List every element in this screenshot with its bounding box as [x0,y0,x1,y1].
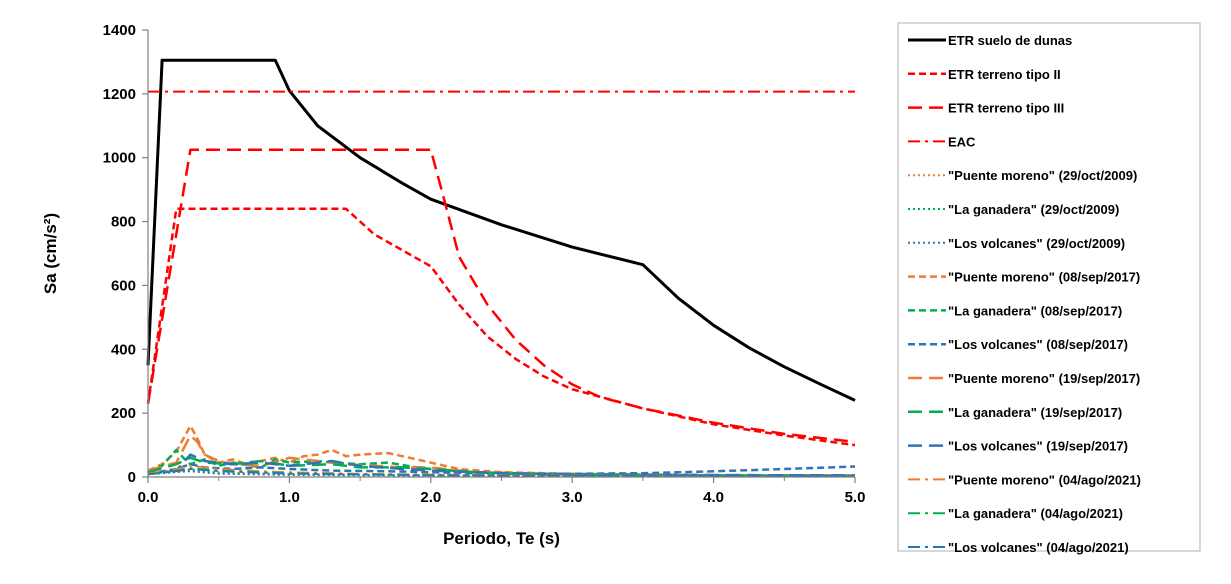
legend-label-eac: EAC [948,134,976,149]
legend-label-los-volcanes-08-sep-2017: "Los volcanes" (08/sep/2017) [948,337,1128,352]
y-tick-label: 0 [128,469,136,486]
legend-label-la-ganadera-19-sep-2017: "La ganadera" (19/sep/2017) [948,405,1122,420]
y-tick-label: 1400 [103,22,136,39]
x-tick-label: 1.0 [279,489,300,506]
y-axis: 0 200 400 600 800 1000 1200 1400 [103,22,149,486]
x-axis: 0.0 1.0 2.0 3.0 4.0 5.0 [138,476,866,506]
y-tick-label: 800 [111,214,136,231]
y-axis-title: Sa (cm/s²) [41,213,60,294]
legend-label-etr-terreno-tipo-iii: ETR terreno tipo III [948,101,1064,116]
y-tick-label: 200 [111,405,136,422]
legend-label-los-volcanes-29-oct-2009: "Los volcanes" (29/oct/2009) [948,236,1125,251]
x-tick-label: 0.0 [138,489,159,506]
series-line-puente-moreno-19-sep-2017 [147,434,856,477]
legend-label-la-ganadera-04-ago-2021: "La ganadera" (04/ago/2021) [948,506,1123,521]
legend-label-los-volcanes-19-sep-2017: "Los volcanes" (19/sep/2017) [948,439,1128,454]
series-line-los-volcanes-04-ago-2021 [147,468,856,477]
legend-label-puente-moreno-08-sep-2017: "Puente moreno" (08/sep/2017) [948,270,1140,285]
series-line-etr-terreno-tipo-iii [146,148,856,444]
series-line-puente-moreno-08-sep-2017 [147,424,856,477]
legend-label-puente-moreno-19-sep-2017: "Puente moreno" (19/sep/2017) [948,371,1140,386]
y-tick-label: 400 [111,341,136,358]
series-line-etr-terreno-tipo-ii [146,207,856,447]
x-tick-label: 3.0 [562,489,583,506]
plot-area [146,58,856,478]
legend-label-etr-terreno-tipo-ii: ETR terreno tipo II [948,67,1061,82]
y-tick-label: 1200 [103,86,136,103]
series-line-etr-suelo-de-dunas [146,58,856,402]
legend-label-la-ganadera-08-sep-2017: "La ganadera" (08/sep/2017) [948,303,1122,318]
legend: ETR suelo de dunas ETR terreno tipo II ETR… [897,22,1201,555]
y-tick-label: 600 [111,277,136,294]
y-tick-label: 1000 [103,150,136,167]
series-line-los-volcanes-19-sep-2017 [147,453,856,477]
legend-label-puente-moreno-04-ago-2021: "Puente moreno" (04/ago/2021) [948,472,1141,487]
legend-label-la-ganadera-29-oct-2009: "La ganadera" (29/oct/2009) [948,202,1119,217]
x-tick-label: 2.0 [420,489,441,506]
series-line-la-ganadera-19-sep-2017 [147,456,856,478]
legend-label-los-volcanes-04-ago-2021: "Los volcanes" (04/ago/2021) [948,540,1129,555]
legend-box [897,22,1201,552]
x-tick-label: 4.0 [703,489,724,506]
legend-label-puente-moreno-29-oct-2009: "Puente moreno" (29/oct/2009) [948,168,1137,183]
x-tick-label: 5.0 [845,489,866,506]
x-axis-title: Periodo, Te (s) [443,529,560,548]
legend-label-etr-suelo-de-dunas: ETR suelo de dunas [948,33,1072,48]
